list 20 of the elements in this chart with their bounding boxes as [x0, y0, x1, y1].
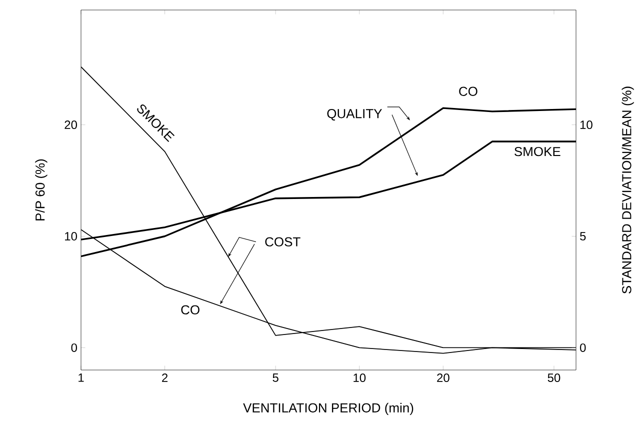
y-tick-label: 10: [65, 232, 78, 240]
y2-tick-label: 10: [580, 120, 592, 130]
x-tick-label: 1: [78, 374, 84, 382]
y2-tick-label: 0: [580, 343, 586, 352]
y-tick-label: 0: [71, 343, 78, 352]
annotation: CO: [181, 305, 200, 314]
annotation: COST: [265, 237, 300, 246]
y2-tick-label: 5: [580, 232, 586, 240]
x-axis-title: VENTILATION PERIOD (min): [243, 402, 414, 416]
y-tick-label: 20: [64, 120, 78, 130]
y2-axis-title: STANDARD DEVIATION/MEAN (%): [622, 86, 634, 294]
x-tick-label: 20: [437, 374, 450, 382]
annotation: CO: [459, 86, 478, 96]
x-tick-label: 10: [354, 374, 366, 382]
x-tick-label: 50: [548, 374, 560, 382]
annotation: SMOKE: [514, 146, 560, 156]
x-tick-label: 2: [162, 374, 168, 382]
x-tick-label: 5: [272, 374, 278, 382]
annotation: QUALITY: [327, 108, 382, 121]
y-axis-title: P/P 60 (%): [35, 159, 48, 220]
